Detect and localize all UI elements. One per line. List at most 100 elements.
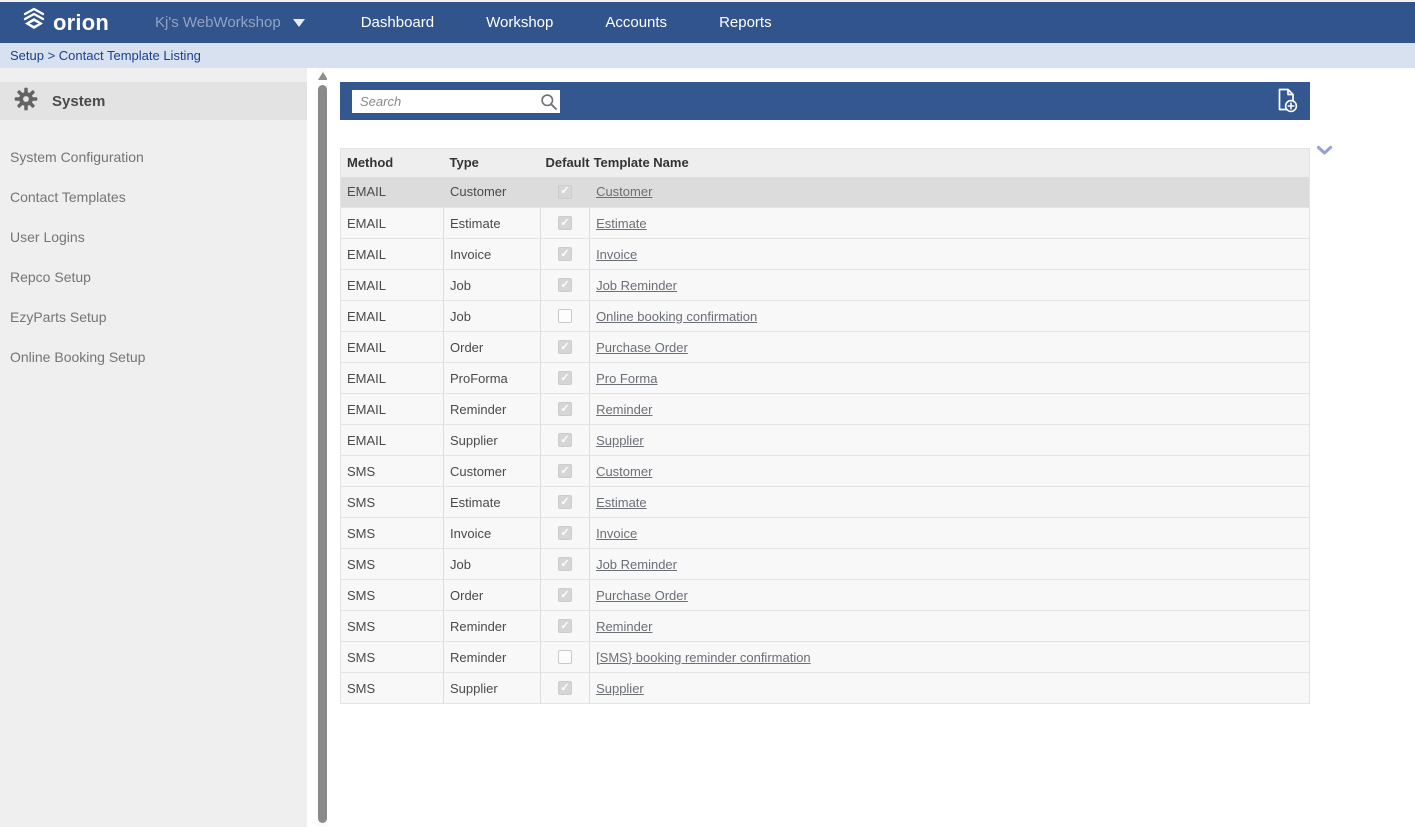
template-link[interactable]: Customer	[596, 463, 653, 479]
default-cell: ✓	[540, 672, 591, 704]
template-link[interactable]: Estimate	[596, 215, 647, 231]
method-cell: EMAIL	[340, 393, 444, 425]
template-link[interactable]: Reminder	[596, 618, 653, 634]
table-row[interactable]: SMS Order ✓ Purchase Order	[340, 579, 1310, 611]
sidebar-item-user-logins[interactable]: User Logins	[10, 229, 85, 245]
document-plus-icon	[1272, 88, 1300, 117]
default-cell: ✓	[540, 176, 591, 208]
scrollbar-thumb[interactable]	[318, 85, 327, 823]
template-link[interactable]: Purchase Order	[596, 339, 688, 355]
type-cell: Supplier	[443, 672, 541, 704]
table-row[interactable]: SMS Invoice ✓ Invoice	[340, 517, 1310, 549]
type-cell: Order	[443, 579, 541, 611]
nav-item-reports[interactable]: Reports	[719, 14, 772, 31]
template-link[interactable]: Estimate	[596, 494, 647, 510]
default-checkbox-checked[interactable]: ✓	[558, 495, 573, 509]
breadcrumb[interactable]: Setup > Contact Template Listing	[10, 48, 201, 63]
default-checkbox-checked[interactable]: ✓	[558, 526, 573, 540]
default-checkbox-checked[interactable]: ✓	[558, 557, 573, 571]
search-input[interactable]	[352, 91, 540, 112]
type-cell: Supplier	[443, 424, 541, 456]
template-link[interactable]: Reminder	[596, 401, 653, 417]
table-row[interactable]: EMAIL Invoice ✓ Invoice	[340, 238, 1310, 270]
add-template-button[interactable]	[1271, 86, 1301, 116]
sidebar-item-repco-setup[interactable]: Repco Setup	[10, 269, 91, 285]
default-checkbox-checked[interactable]: ✓	[558, 619, 573, 633]
sidebar-header-system[interactable]: System	[0, 82, 307, 120]
nav-item-accounts[interactable]: Accounts	[605, 14, 668, 31]
template-link[interactable]: Purchase Order	[596, 587, 688, 603]
template-link[interactable]: Supplier	[596, 432, 644, 448]
default-checkbox-checked[interactable]: ✓	[558, 464, 573, 478]
search-icon[interactable]	[540, 93, 563, 111]
gear-icon	[13, 86, 39, 117]
template-link[interactable]: Job Reminder	[596, 556, 677, 572]
table-row[interactable]: EMAIL ProForma ✓ Pro Forma	[340, 362, 1310, 394]
table-row[interactable]: SMS Reminder ✓ Reminder	[340, 610, 1310, 642]
scroll-up-arrow-icon[interactable]	[318, 72, 328, 80]
template-link[interactable]: [SMS} booking reminder confirmation	[596, 649, 811, 665]
default-checkbox-unchecked[interactable]	[558, 309, 573, 323]
check-icon: ✓	[560, 185, 570, 198]
template-link[interactable]: Supplier	[596, 680, 644, 696]
nav-item-dashboard[interactable]: Dashboard	[360, 14, 435, 31]
default-checkbox-checked[interactable]: ✓	[558, 184, 573, 199]
column-header-default[interactable]: Default	[540, 148, 590, 177]
template-link[interactable]: Invoice	[596, 525, 638, 541]
table-row[interactable]: SMS Estimate ✓ Estimate	[340, 486, 1310, 518]
table-row[interactable]: EMAIL Job ✓ Job Reminder	[340, 269, 1310, 301]
table-row[interactable]: SMS Job ✓ Job Reminder	[340, 548, 1310, 580]
sidebar-item-ezyparts-setup[interactable]: EzyParts Setup	[10, 309, 107, 325]
template-name-cell: Reminder	[589, 393, 1310, 425]
type-cell: Reminder	[443, 641, 541, 673]
column-header-template-name[interactable]: Template Name	[589, 148, 1310, 177]
company-selector[interactable]: Kj's WebWorkshop	[155, 14, 305, 31]
method-cell: SMS	[340, 672, 444, 704]
column-header-type[interactable]: Type	[443, 148, 541, 177]
default-checkbox-unchecked[interactable]	[558, 650, 573, 664]
default-checkbox-checked[interactable]: ✓	[558, 681, 573, 695]
default-checkbox-checked[interactable]: ✓	[558, 278, 573, 292]
check-icon: ✓	[560, 588, 570, 601]
default-cell: ✓	[540, 548, 591, 580]
table-row[interactable]: EMAIL Order ✓ Purchase Order	[340, 331, 1310, 363]
table-row[interactable]: EMAIL Estimate ✓ Estimate	[340, 207, 1310, 239]
sidebar-item-system-configuration[interactable]: System Configuration	[10, 149, 144, 165]
table-row[interactable]: EMAIL Customer ✓ Customer	[340, 176, 1310, 208]
table-row[interactable]: EMAIL Supplier ✓ Supplier	[340, 424, 1310, 456]
default-checkbox-checked[interactable]: ✓	[558, 371, 573, 385]
table-row[interactable]: EMAIL Job Online booking confirmation	[340, 300, 1310, 332]
template-link[interactable]: Customer	[596, 184, 653, 200]
default-checkbox-checked[interactable]: ✓	[558, 588, 573, 602]
template-link[interactable]: Invoice	[596, 246, 638, 262]
default-checkbox-checked[interactable]: ✓	[558, 247, 573, 261]
table-row[interactable]: SMS Reminder [SMS} booking reminder confir…	[340, 641, 1310, 673]
check-icon: ✓	[560, 464, 570, 477]
sidebar-item-contact-templates[interactable]: Contact Templates	[10, 189, 126, 205]
template-link[interactable]: Pro Forma	[596, 370, 658, 386]
top-navbar: orion Kj's WebWorkshop Dashboard Workshop…	[0, 0, 1415, 43]
template-link[interactable]: Online booking confirmation	[596, 308, 758, 324]
chevron-down-icon[interactable]	[1316, 143, 1333, 161]
default-checkbox-checked[interactable]: ✓	[558, 402, 573, 416]
type-cell: Job	[443, 269, 541, 301]
app-logo[interactable]: orion	[22, 7, 109, 38]
sidebar-item-online-booking-setup[interactable]: Online Booking Setup	[10, 349, 146, 365]
default-checkbox-checked[interactable]: ✓	[558, 340, 573, 354]
method-cell: EMAIL	[340, 269, 444, 301]
table-row[interactable]: SMS Customer ✓ Customer	[340, 455, 1310, 487]
default-checkbox-checked[interactable]: ✓	[558, 216, 573, 230]
main-nav: Dashboard Workshop Accounts Reports	[335, 14, 798, 31]
table-row[interactable]: EMAIL Reminder ✓ Reminder	[340, 393, 1310, 425]
nav-item-workshop[interactable]: Workshop	[486, 14, 554, 31]
template-link[interactable]: Job Reminder	[596, 277, 677, 293]
column-header-method[interactable]: Method	[340, 148, 444, 177]
method-cell: EMAIL	[340, 176, 444, 208]
method-cell: SMS	[340, 486, 444, 518]
table-row[interactable]: SMS Supplier ✓ Supplier	[340, 672, 1310, 704]
template-name-cell: Pro Forma	[589, 362, 1310, 394]
default-checkbox-checked[interactable]: ✓	[558, 433, 573, 447]
template-table-body: EMAIL Customer ✓ Customer EMAIL Estimate ✓ Esti…	[340, 176, 1310, 704]
sidebar-scrollbar[interactable]	[317, 68, 328, 827]
default-cell: ✓	[540, 486, 591, 518]
